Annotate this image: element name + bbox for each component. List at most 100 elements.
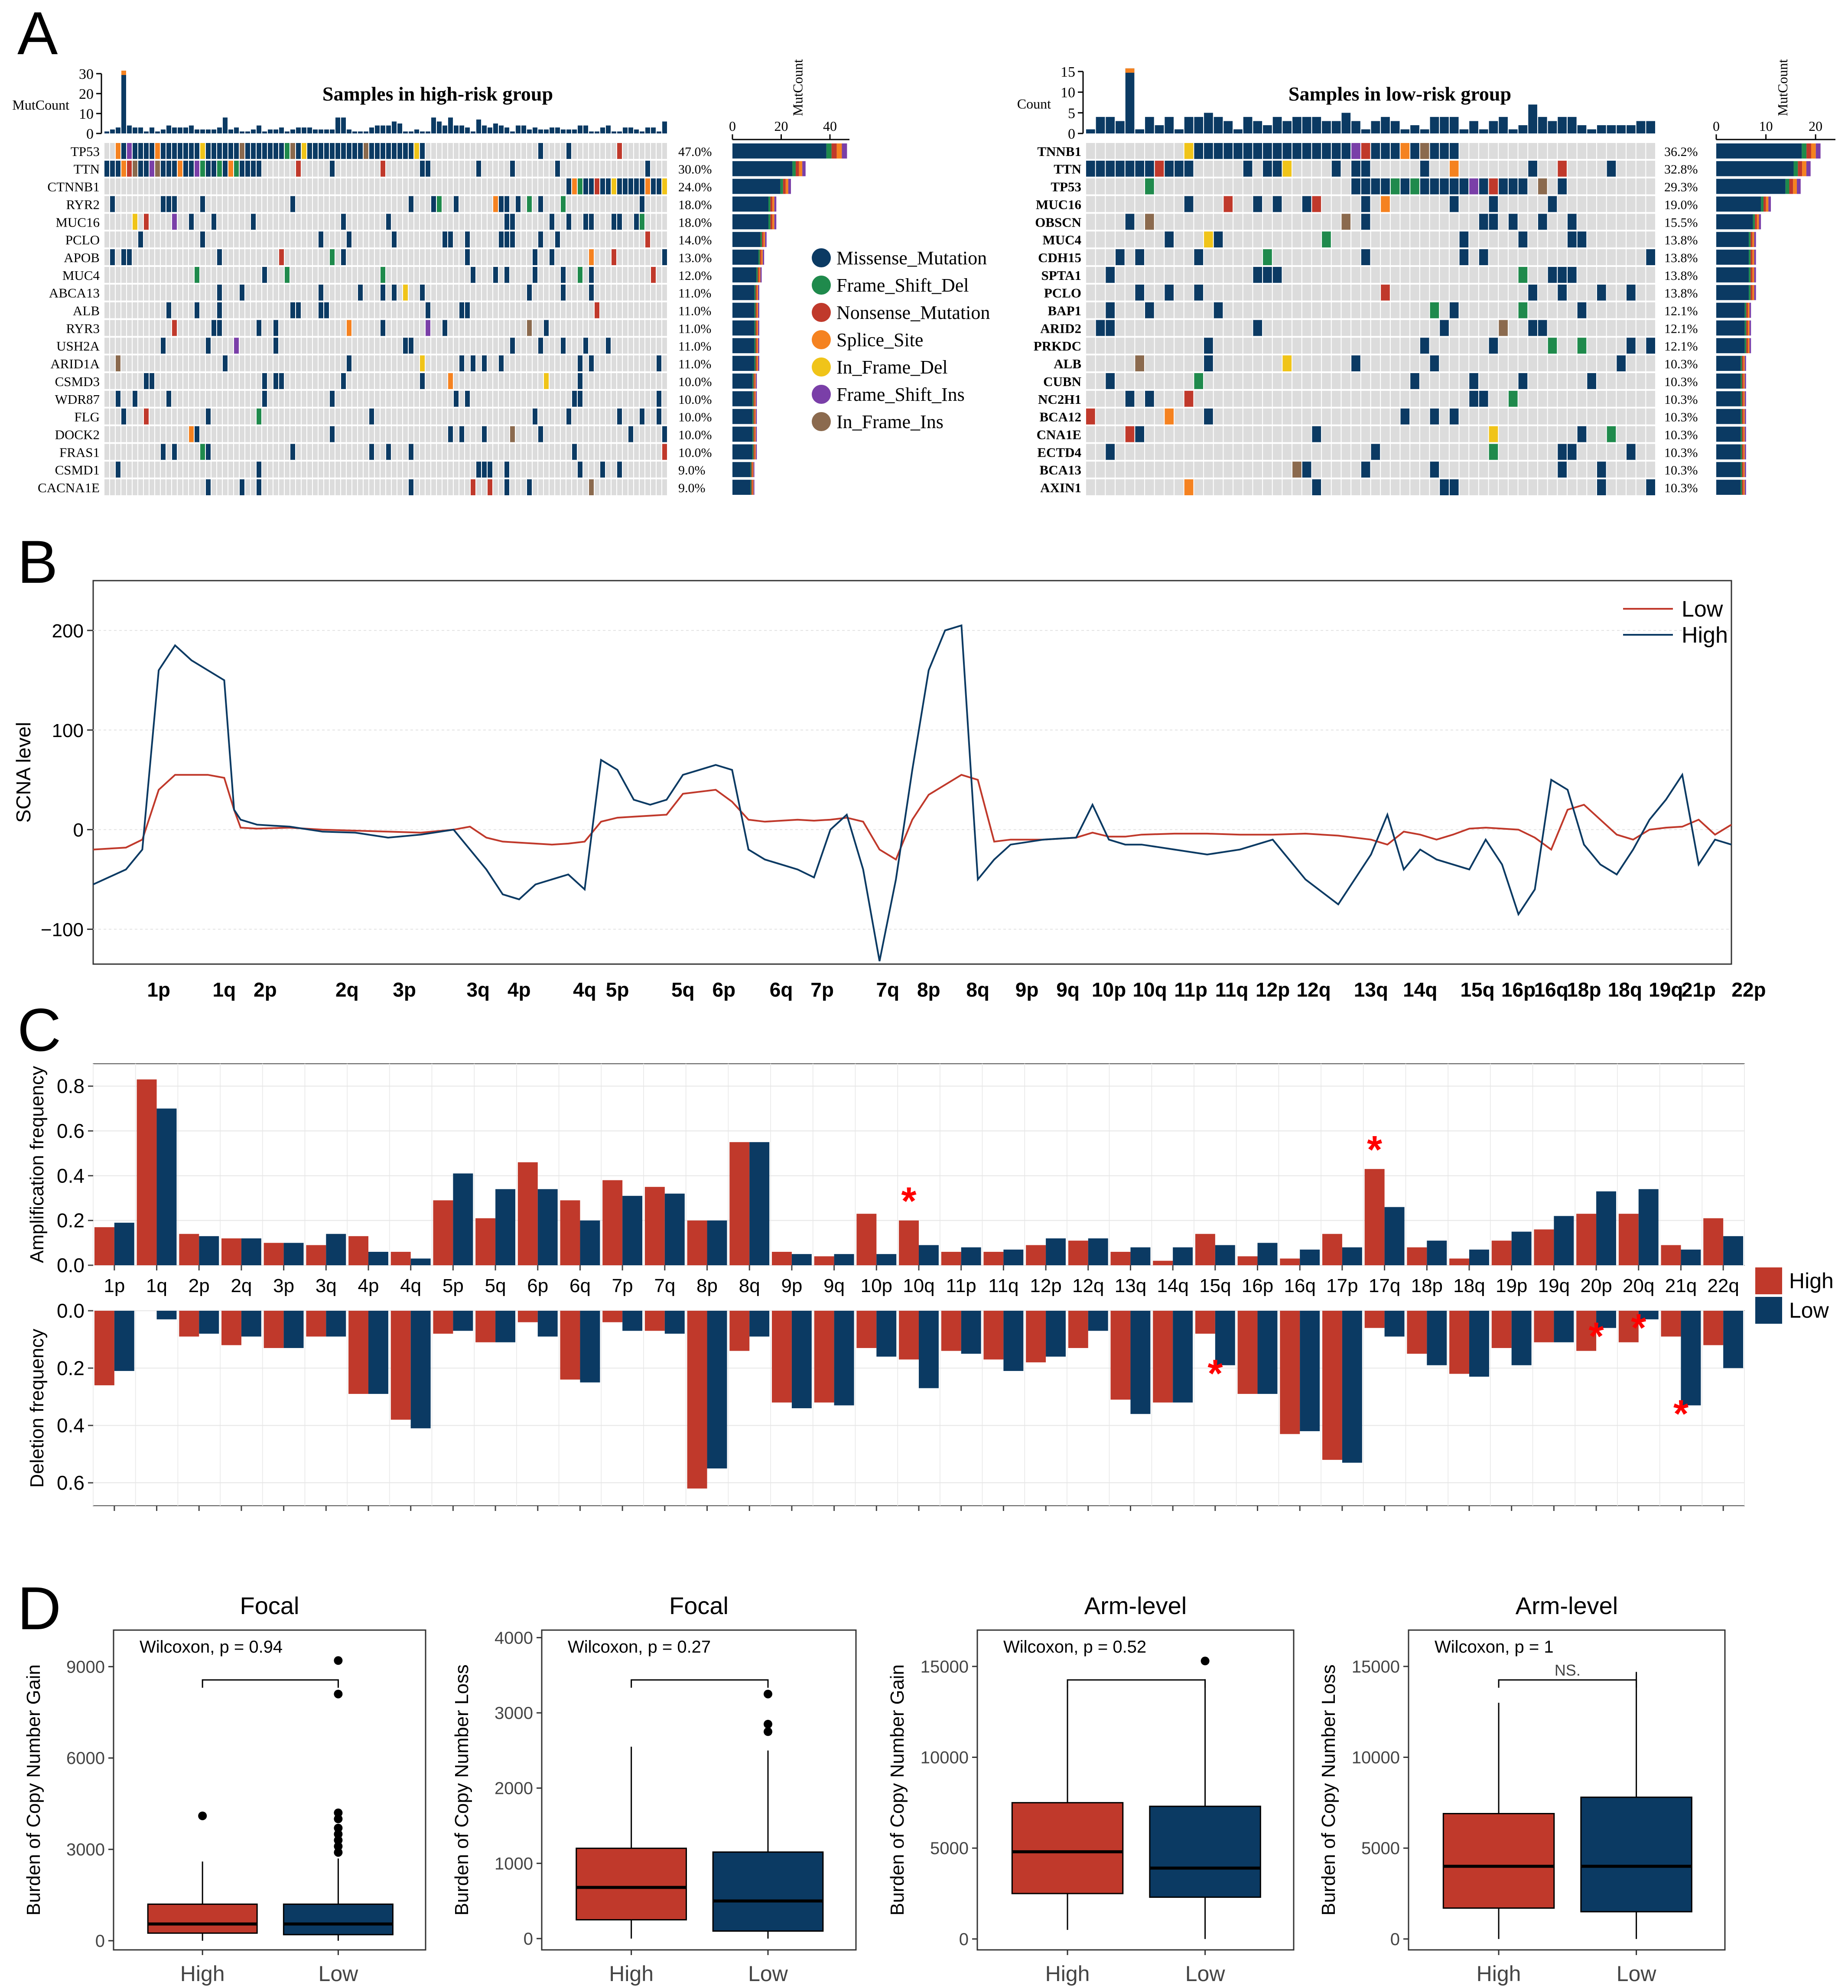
mut-cell [347, 196, 351, 212]
gene-percent: 47.0% [678, 145, 712, 159]
mut-cell [1233, 355, 1243, 372]
mut-cell [527, 444, 532, 460]
mut-cell [482, 444, 487, 460]
count-bar-seg [755, 391, 756, 406]
mut-cell [251, 266, 256, 283]
mut-cell [1282, 266, 1292, 283]
mut-cell [200, 160, 205, 177]
mut-cell [572, 479, 577, 495]
mut-cell [1479, 479, 1488, 495]
mut-cell [409, 408, 413, 425]
mut-cell [1381, 426, 1390, 442]
mut-cell [504, 408, 509, 425]
mut-cell [403, 231, 408, 248]
sample-bar [1636, 121, 1646, 133]
mut-cell [375, 373, 380, 389]
mut-cell [1617, 284, 1626, 301]
mut-cell [426, 302, 430, 318]
mut-cell [234, 355, 239, 372]
mut-cell [426, 231, 430, 248]
mut-cell [223, 355, 228, 372]
mut-cell [617, 390, 622, 407]
mut-cell [566, 461, 571, 478]
bar-high [1576, 1214, 1597, 1265]
mut-cell [1449, 284, 1459, 301]
mut-cell [166, 408, 171, 425]
bar-high [560, 1311, 580, 1380]
mut-cell [341, 320, 346, 336]
mut-cell [138, 249, 143, 265]
mut-cell [1617, 143, 1626, 159]
mut-cell [1116, 461, 1125, 478]
mut-cell [268, 160, 273, 177]
mut-cell [1155, 373, 1164, 389]
mut-cell [324, 479, 329, 495]
y-tick-label: 200 [52, 620, 84, 642]
mut-cell [1331, 266, 1341, 283]
mut-cell [1410, 390, 1419, 407]
mut-cell [121, 479, 126, 495]
mut-cell [448, 284, 453, 301]
mut-cell [206, 214, 211, 230]
mut-cell [189, 426, 194, 442]
mut-cell [521, 231, 526, 248]
bar-low [876, 1254, 897, 1265]
mut-cell [1371, 143, 1380, 159]
mut-cell [493, 338, 498, 354]
mut-cell [617, 266, 622, 283]
mut-cell [240, 214, 244, 230]
mut-cell [150, 408, 154, 425]
mut-cell [482, 426, 487, 442]
mut-cell [1390, 320, 1400, 336]
mut-cell [516, 284, 521, 301]
x-tick-label: 5p [606, 978, 629, 1001]
sample-bar [465, 127, 470, 133]
bar-low [1300, 1311, 1320, 1431]
count-bar-seg [1793, 161, 1798, 176]
mut-cell [307, 266, 312, 283]
mut-cell [138, 196, 143, 212]
mut-cell [493, 231, 498, 248]
mut-cell [442, 408, 447, 425]
mut-cell [1489, 231, 1498, 248]
mut-cell [426, 249, 430, 265]
mut-cell [104, 373, 109, 389]
bar-high [1322, 1234, 1342, 1265]
mut-cell [347, 355, 351, 372]
count-bar-seg [1743, 462, 1745, 478]
mut-cell [392, 444, 397, 460]
mut-cell [1430, 338, 1439, 354]
mut-cell [1253, 355, 1262, 372]
gene-percent: 9.0% [678, 481, 706, 495]
sample-bar [110, 129, 115, 133]
mut-cell [1096, 178, 1105, 195]
mut-cell [612, 338, 616, 354]
sample-bar [150, 127, 154, 133]
mut-cell [1636, 320, 1646, 336]
mut-cell [550, 302, 554, 318]
mut-cell [482, 249, 487, 265]
count-bar-seg [774, 196, 777, 212]
mut-cell [1381, 461, 1390, 478]
mut-cell [1626, 266, 1636, 283]
sample-bar [358, 131, 363, 133]
mut-cell [651, 196, 656, 212]
right-tick-label: 20 [1809, 118, 1822, 134]
mut-cell [324, 426, 329, 442]
mut-cell [442, 214, 447, 230]
mut-cell [324, 373, 329, 389]
mut-cell [1106, 160, 1115, 177]
mut-cell [1499, 214, 1508, 230]
mut-cell [1086, 408, 1095, 425]
mut-cell [104, 196, 109, 212]
mut-cell [482, 320, 487, 336]
mut-cell [195, 160, 199, 177]
mut-cell [657, 355, 661, 372]
mut-cell [150, 479, 154, 495]
mut-cell [606, 390, 611, 407]
mut-cell [1430, 231, 1439, 248]
mut-cell [403, 373, 408, 389]
bar-high [941, 1252, 961, 1265]
mut-cell [324, 196, 329, 212]
gene-label: TTN [1054, 162, 1081, 177]
